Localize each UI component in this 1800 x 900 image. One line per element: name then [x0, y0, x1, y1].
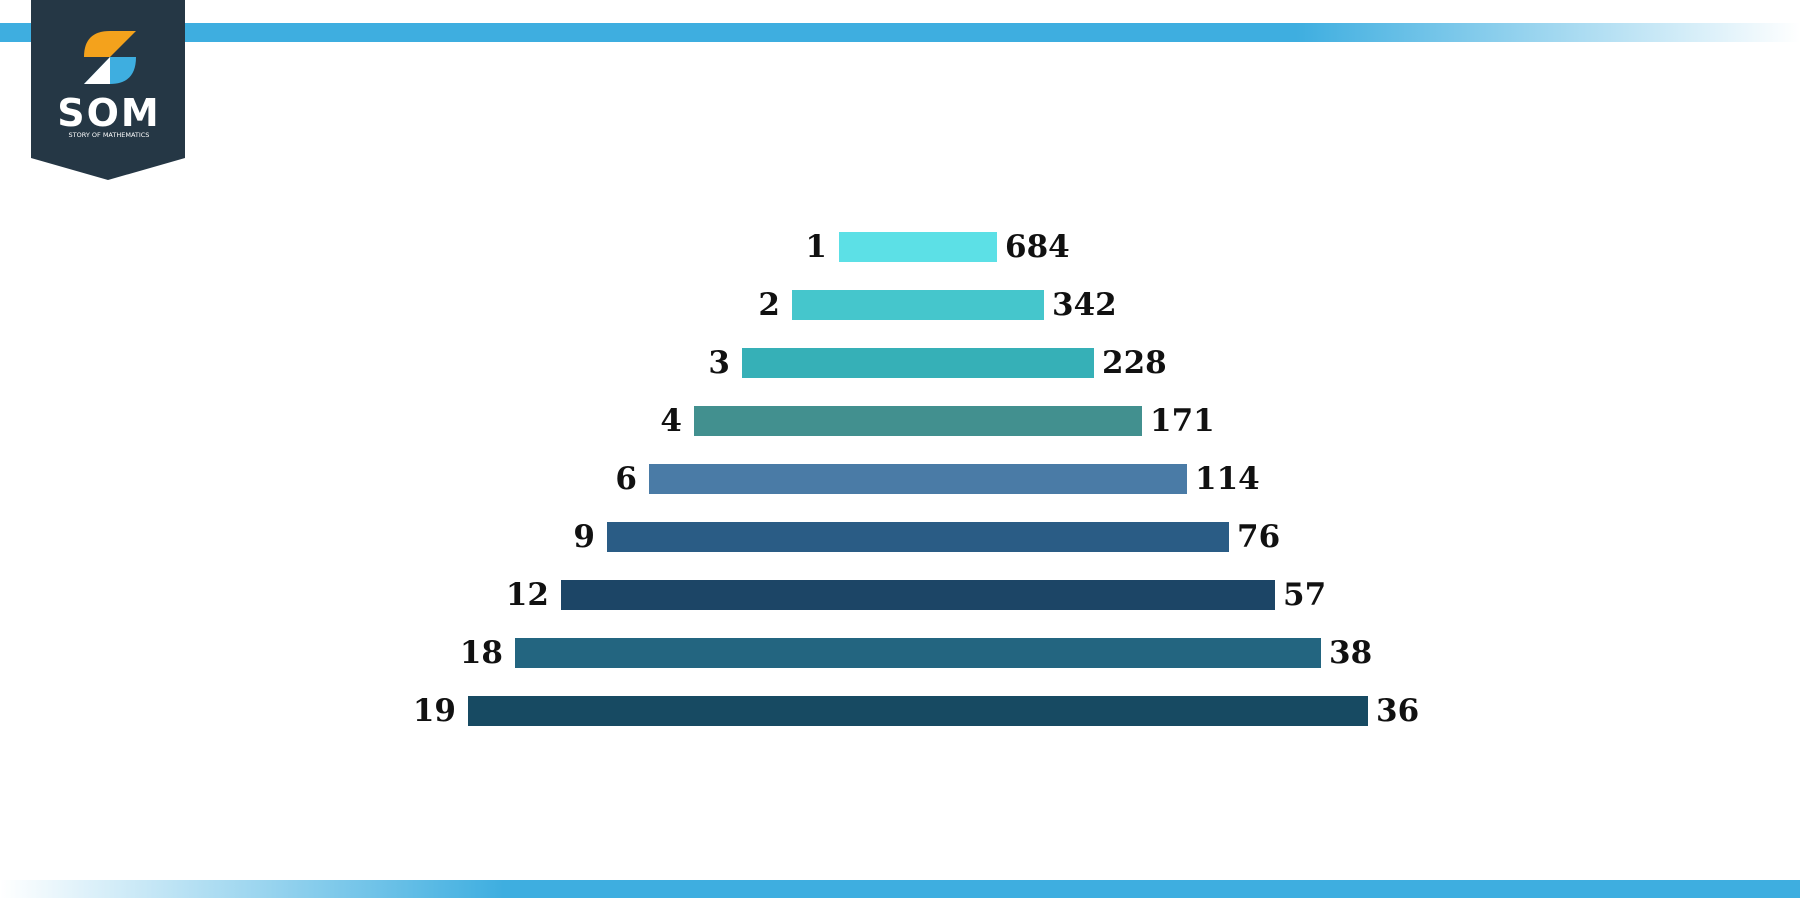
pair-right: 38 — [1329, 635, 1372, 671]
pair-bar — [607, 522, 1229, 552]
pair-right: 76 — [1237, 519, 1280, 555]
factor-pair: 1 684 — [805, 229, 1069, 265]
factor-pair: 3 228 — [708, 345, 1166, 381]
factor-pair: 12 57 — [506, 577, 1326, 613]
pair-left: 2 — [758, 287, 780, 323]
pair-bar — [694, 406, 1142, 436]
pair-bar — [515, 638, 1321, 668]
factor-pair: 19 36 — [413, 693, 1419, 729]
pair-left: 3 — [708, 345, 730, 381]
logo-name: SOM — [57, 91, 161, 135]
pair-left: 6 — [615, 461, 637, 497]
pair-bar — [561, 580, 1275, 610]
top-stripe — [0, 23, 1800, 42]
factor-pair: 2 342 — [758, 287, 1116, 323]
factor-pair: 6 114 — [615, 461, 1259, 497]
pair-right: 57 — [1283, 577, 1326, 613]
pair-right: 684 — [1005, 229, 1070, 265]
pair-bar — [792, 290, 1044, 320]
logo-tagline: STORY OF MATHEMATICS — [69, 131, 150, 139]
bottom-stripe — [0, 880, 1800, 898]
pair-bar — [468, 696, 1368, 726]
pair-bar — [649, 464, 1187, 494]
pair-right: 36 — [1376, 693, 1419, 729]
logo-badge — [31, 0, 185, 180]
pair-right: 171 — [1150, 403, 1215, 439]
factor-pair: 18 38 — [460, 635, 1372, 671]
pair-left: 1 — [805, 229, 827, 265]
logo-mark-white — [84, 57, 110, 84]
pair-left: 12 — [506, 577, 549, 613]
pair-bar — [742, 348, 1094, 378]
pair-left: 18 — [460, 635, 503, 671]
pair-left: 19 — [413, 693, 456, 729]
pair-left: 4 — [660, 403, 682, 439]
pair-right: 114 — [1195, 461, 1260, 497]
factor-pair: 9 76 — [573, 519, 1280, 555]
factor-pair: 4 171 — [660, 403, 1214, 439]
logo-mark-orange — [84, 31, 136, 57]
pair-bar — [839, 232, 997, 262]
pair-left: 9 — [573, 519, 595, 555]
logo: SOM STORY OF MATHEMATICS — [31, 0, 185, 180]
pair-right: 342 — [1052, 287, 1117, 323]
pair-right: 228 — [1102, 345, 1167, 381]
